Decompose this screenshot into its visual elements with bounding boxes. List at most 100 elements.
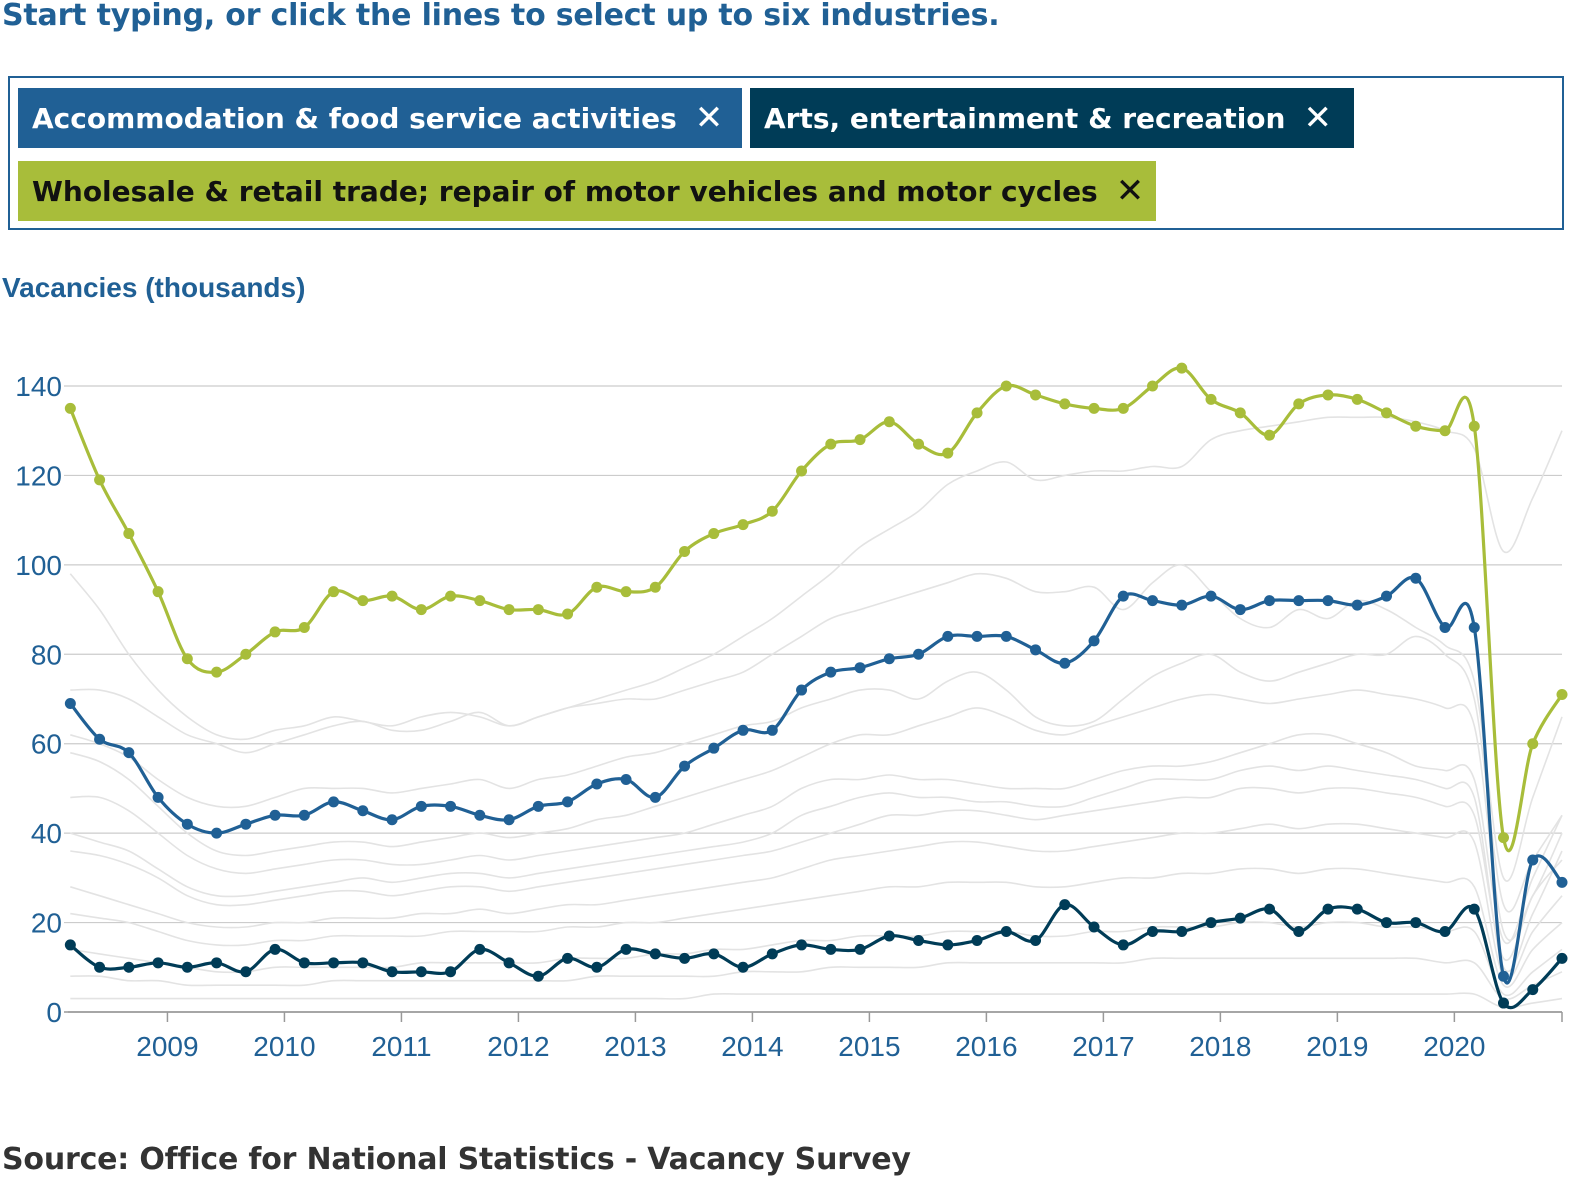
data-point [240, 818, 252, 830]
close-icon[interactable]: ✕ [1115, 171, 1145, 211]
data-point [708, 948, 720, 960]
data-point [1468, 903, 1480, 915]
data-point [562, 952, 574, 964]
data-point [620, 586, 632, 598]
data-point [854, 434, 866, 446]
chip-arts[interactable]: Arts, entertainment & recreation ✕ [750, 88, 1354, 148]
data-point [152, 791, 164, 803]
data-point [357, 805, 369, 817]
data-point [1381, 917, 1393, 929]
y-axis-title: Vacancies (thousands) [2, 272, 306, 303]
data-point [269, 943, 281, 955]
data-point [737, 519, 749, 531]
data-point [1088, 635, 1100, 647]
background-industry-line [70, 765, 1563, 972]
data-point [1468, 420, 1480, 432]
data-point [796, 684, 808, 696]
data-point [796, 939, 808, 951]
data-point [1117, 939, 1129, 951]
data-point [532, 604, 544, 616]
data-point [1498, 970, 1510, 982]
data-point [1205, 917, 1217, 929]
data-point [1293, 595, 1305, 607]
data-point [620, 943, 632, 955]
data-point [1556, 689, 1568, 701]
data-point [737, 724, 749, 736]
data-point [386, 590, 398, 602]
close-icon[interactable]: ✕ [694, 98, 724, 138]
data-point [445, 966, 457, 978]
data-point [1205, 393, 1217, 405]
data-point [386, 966, 398, 978]
data-point [1176, 926, 1188, 938]
data-point [1234, 912, 1246, 924]
chip-wholesale[interactable]: Wholesale & retail trade; repair of moto… [18, 161, 1156, 221]
data-point [679, 952, 691, 964]
background-industry-lines [69, 416, 1563, 1009]
data-point [1293, 398, 1305, 410]
data-point [1322, 595, 1334, 607]
data-point [913, 934, 925, 946]
data-point [942, 447, 954, 459]
data-point [1410, 420, 1422, 432]
data-point [883, 653, 895, 665]
data-point [328, 586, 340, 598]
background-industry-line [70, 635, 1563, 913]
x-tick-label: 2018 [1189, 1031, 1251, 1062]
background-industry-line [70, 921, 1563, 997]
data-point [649, 791, 661, 803]
data-point [913, 648, 925, 660]
data-point [152, 957, 164, 969]
data-point [415, 604, 427, 616]
x-tick-label: 2016 [955, 1031, 1017, 1062]
data-point [1059, 899, 1071, 911]
background-industry-line [70, 867, 1563, 988]
data-point [94, 733, 106, 745]
data-point [1381, 590, 1393, 602]
data-point [1176, 362, 1188, 374]
data-point [181, 961, 193, 973]
background-industry-line [70, 992, 1563, 1009]
data-point [766, 505, 778, 517]
data-point [854, 662, 866, 674]
data-point [1381, 407, 1393, 419]
x-tick-label: 2014 [721, 1031, 783, 1062]
y-tick-label: 20 [31, 908, 62, 939]
data-point [1030, 644, 1042, 656]
data-point [1410, 572, 1422, 584]
x-tick-label: 2019 [1306, 1031, 1368, 1062]
x-tick-label: 2010 [253, 1031, 315, 1062]
x-tick-label: 2011 [371, 1031, 431, 1062]
industry-picker[interactable]: Accommodation & food service activities … [8, 76, 1564, 230]
data-point [1000, 630, 1012, 642]
data-point [211, 957, 223, 969]
data-point [64, 939, 76, 951]
data-point [123, 961, 135, 973]
data-point [1439, 621, 1451, 633]
data-point [1410, 917, 1422, 929]
data-point [766, 724, 778, 736]
line-chart: 0 20 40 60 80 100 120 140 2009 2010 2011 2012 2013 20… [15, 362, 1568, 1062]
data-point [1439, 425, 1451, 437]
data-point [825, 943, 837, 955]
x-tick-label: 2013 [604, 1031, 666, 1062]
data-point [503, 604, 515, 616]
y-tick-label: 0 [46, 997, 62, 1028]
data-point [328, 957, 340, 969]
background-industry-line [70, 689, 1563, 942]
data-point [503, 957, 515, 969]
selected-series [64, 362, 1568, 1010]
close-icon[interactable]: ✕ [1303, 98, 1332, 138]
series-arts [64, 899, 1568, 1010]
data-point [123, 528, 135, 540]
chip-accommodation[interactable]: Accommodation & food service activities … [18, 88, 742, 148]
data-point [445, 800, 457, 812]
background-industry-line [70, 822, 1563, 980]
y-tick-label: 100 [15, 550, 62, 581]
data-point [562, 796, 574, 808]
data-point [357, 595, 369, 607]
x-tick-label: 2020 [1423, 1031, 1485, 1062]
data-point [1322, 903, 1334, 915]
data-point [415, 966, 427, 978]
data-point [1117, 590, 1129, 602]
